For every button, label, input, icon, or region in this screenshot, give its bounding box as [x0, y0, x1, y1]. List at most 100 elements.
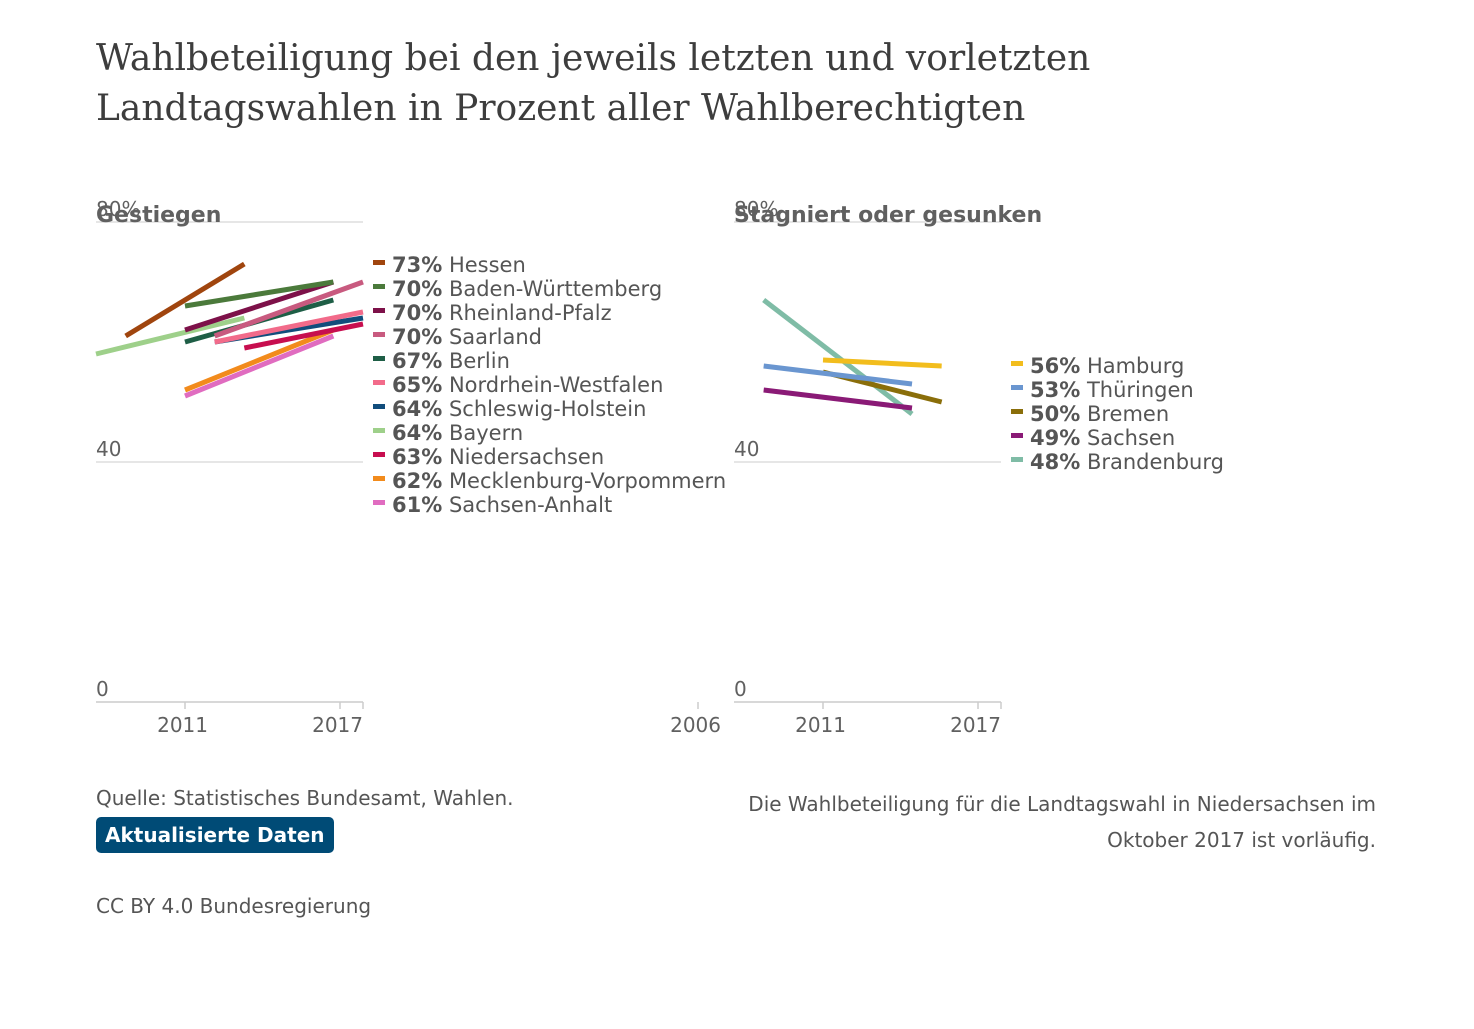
x-tick-label: 2006 [670, 713, 721, 737]
legend-swatch-bayern [373, 428, 385, 433]
legend-value: 48% [1030, 450, 1080, 474]
legend-name: Hessen [442, 253, 526, 277]
legend-value: 64% [392, 397, 442, 421]
series-line-sachsen-anhalt [184, 333, 335, 399]
legend-item-hamburg: 56% Hamburg [1030, 354, 1184, 378]
legend-swatch-saarland [373, 332, 385, 337]
legend-item-brandenburg: 48% Brandenburg [1030, 450, 1224, 474]
legend-name: Mecklenburg-Vorpommern [442, 469, 726, 493]
y-tick-label: 40 [734, 437, 759, 461]
legend-item-sachsen: 49% Sachsen [1030, 426, 1175, 450]
legend-value: 56% [1030, 354, 1080, 378]
legend-name: Hamburg [1080, 354, 1184, 378]
legend-name: Bayern [442, 421, 523, 445]
series-line-hessen [124, 261, 246, 339]
legend-value: 63% [392, 445, 442, 469]
legend-swatch-baden-wuerttemberg [373, 284, 385, 289]
legend-swatch-hamburg [1011, 361, 1023, 366]
legend-item-hessen: 73% Hessen [392, 253, 526, 277]
legend-item-thueringen: 53% Thüringen [1030, 378, 1194, 402]
legend-value: 70% [392, 325, 442, 349]
legend-value: 70% [392, 301, 442, 325]
legend-item-bremen: 50% Bremen [1030, 402, 1169, 426]
legend-swatch-schleswig-holstein [373, 404, 385, 409]
legend-swatch-sachsen-anhalt [373, 500, 385, 505]
series-line-rheinland-pfalz [184, 279, 335, 333]
legend-item-sachsen-anhalt: 61% Sachsen-Anhalt [392, 493, 612, 517]
legend-item-bayern: 64% Bayern [392, 421, 523, 445]
series-line-mecklenburg-vorpommern [184, 327, 335, 393]
legend-swatch-thueringen [1011, 385, 1023, 390]
footnote-text: Die Wahlbeteiligung für die Landtagswahl… [748, 792, 1376, 852]
x-tick-label: 2017 [312, 713, 363, 737]
legend-item-nordrhein-westfalen: 65% Nordrhein-Westfalen [392, 373, 663, 397]
legend-value: 64% [392, 421, 442, 445]
legend-name: Sachsen-Anhalt [442, 493, 612, 517]
y-tick-label: 0 [734, 677, 747, 701]
x-tick-label: 2017 [950, 713, 1001, 737]
x-tick-label: 2011 [157, 713, 208, 737]
legend-name: Sachsen [1080, 426, 1175, 450]
legend-value: 53% [1030, 378, 1080, 402]
y-tick-label: 0 [96, 677, 109, 701]
legend-swatch-niedersachsen [373, 452, 385, 457]
legend-item-saarland: 70% Saarland [392, 325, 542, 349]
legend-value: 62% [392, 469, 442, 493]
legend-item-mecklenburg-vorpommern: 62% Mecklenburg-Vorpommern [392, 469, 726, 493]
chart-title: Wahlbeteiligung bei den jeweils letzten … [96, 38, 1091, 129]
legend-name: Nordrhein-Westfalen [442, 373, 663, 397]
legend-name: Rheinland-Pfalz [442, 301, 611, 325]
legend-value: 67% [392, 349, 442, 373]
legend-item-niedersachsen: 63% Niedersachsen [392, 445, 604, 469]
series-line-bayern [95, 315, 245, 357]
legend-swatch-brandenburg [1011, 457, 1023, 462]
series-line-hamburg [822, 357, 942, 369]
legend-value: 73% [392, 253, 442, 277]
legend-swatch-bremen [1011, 409, 1023, 414]
legend-name: Brandenburg [1080, 450, 1224, 474]
series-line-brandenburg [762, 298, 914, 416]
legend-value: 70% [392, 277, 442, 301]
updated-data-button[interactable]: Aktualisierte Daten [96, 817, 334, 853]
series-line-baden-wuerttemberg [184, 279, 334, 309]
legend-value: 49% [1030, 426, 1080, 450]
series-line-sachsen [763, 387, 913, 411]
legend-value: 50% [1030, 402, 1080, 426]
panel-title: Stagniert oder gesunken [734, 203, 1042, 228]
series-line-nordrhein-westfalen [214, 309, 364, 345]
legend-name: Niedersachsen [442, 445, 604, 469]
license-text: CC BY 4.0 Bundesregierung [96, 894, 372, 918]
legend-name: Saarland [442, 325, 542, 349]
legend-swatch-hessen [373, 260, 385, 265]
legend-swatch-rheinland-pfalz [373, 308, 385, 313]
series-line-saarland [213, 279, 364, 339]
y-tick-label: 80% [734, 197, 778, 221]
legend-value: 65% [392, 373, 442, 397]
panel-title: Gestiegen [96, 203, 221, 228]
legend-item-berlin: 67% Berlin [392, 349, 510, 373]
legend-swatch-nordrhein-westfalen [373, 380, 385, 385]
legend-item-schleswig-holstein: 64% Schleswig-Holstein [392, 397, 646, 421]
legend-item-rheinland-pfalz: 70% Rheinland-Pfalz [392, 301, 612, 325]
legend-name: Bremen [1080, 402, 1169, 426]
series-lines [95, 261, 364, 399]
source-text: Quelle: Statistisches Bundesamt, Wahlen. [96, 786, 514, 810]
legend-name: Schleswig-Holstein [442, 397, 646, 421]
legend-name: Berlin [442, 349, 510, 373]
panel-gesunken: 80% 40 0 Stagniert oder gesunken 2006 2011 201… [670, 197, 1224, 737]
legend-item-baden-wuerttemberg: 70% Baden-Württemberg [392, 277, 662, 301]
legend-name: Thüringen [1080, 378, 1193, 402]
legend-swatch-berlin [373, 356, 385, 361]
legend-name: Baden-Württemberg [442, 277, 662, 301]
series-lines [762, 298, 943, 416]
legend-value: 61% [392, 493, 442, 517]
y-tick-label: 80% [96, 197, 140, 221]
series-line-thueringen [763, 363, 913, 387]
legend-swatch-sachsen [1011, 433, 1023, 438]
legend-swatch-mecklenburg-vorpommern [373, 476, 385, 481]
x-tick-label: 2011 [795, 713, 846, 737]
series-line-niedersachsen [243, 321, 364, 351]
y-tick-label: 40 [96, 437, 121, 461]
